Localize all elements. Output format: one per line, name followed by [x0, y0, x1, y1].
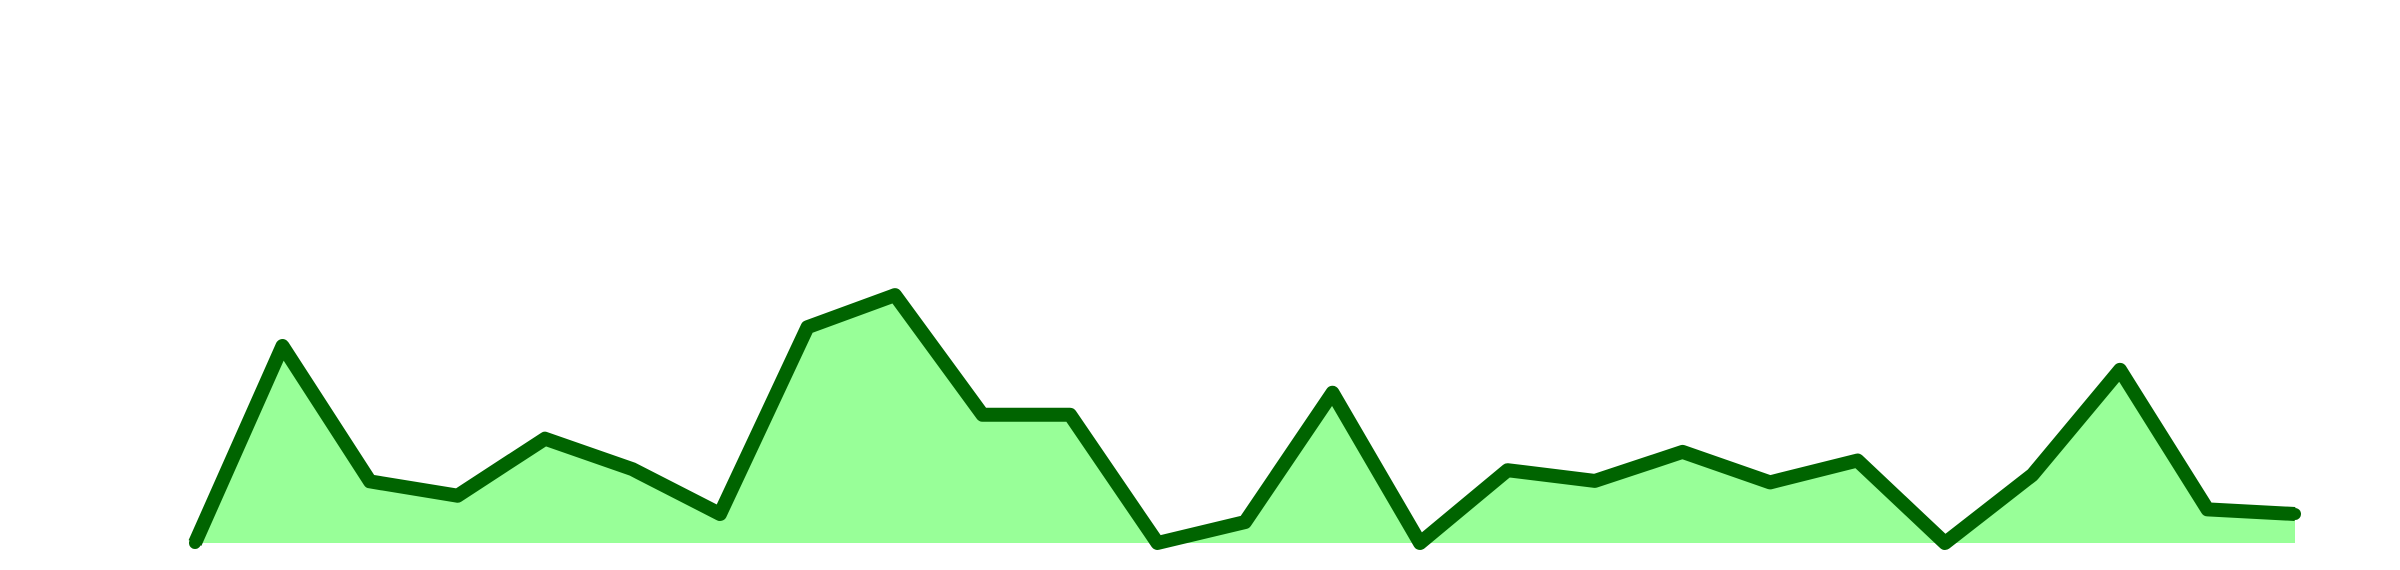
data-point-15	[1501, 464, 1514, 477]
data-point-3	[451, 489, 464, 502]
data-point-7	[801, 321, 814, 334]
plot-area	[188, 288, 2301, 550]
data-point-8	[889, 289, 901, 302]
data-point-10	[1064, 408, 1076, 421]
data-point-18	[1764, 476, 1776, 489]
data-point-12	[1239, 516, 1251, 529]
data-point-5	[626, 463, 639, 476]
data-point-22	[2114, 363, 2126, 376]
data-point-24	[2289, 508, 2301, 520]
data-point-17	[1676, 445, 1689, 458]
data-point-21	[2026, 468, 2039, 481]
data-point-19	[1851, 454, 1864, 467]
data-points	[189, 289, 2301, 549]
data-point-14	[1414, 537, 1426, 549]
data-point-23	[2201, 503, 2214, 516]
data-point-9	[976, 408, 989, 421]
data-point-1	[276, 340, 289, 352]
data-point-2	[364, 475, 376, 488]
data-point-4	[539, 432, 551, 445]
data-point-6	[714, 508, 726, 520]
data-point-16	[1589, 474, 1601, 487]
data-point-20	[1939, 537, 1951, 549]
area-fill	[195, 295, 2295, 543]
data-point-0	[189, 537, 201, 549]
data-point-11	[1151, 537, 1164, 549]
data-point-13	[1326, 386, 1339, 399]
